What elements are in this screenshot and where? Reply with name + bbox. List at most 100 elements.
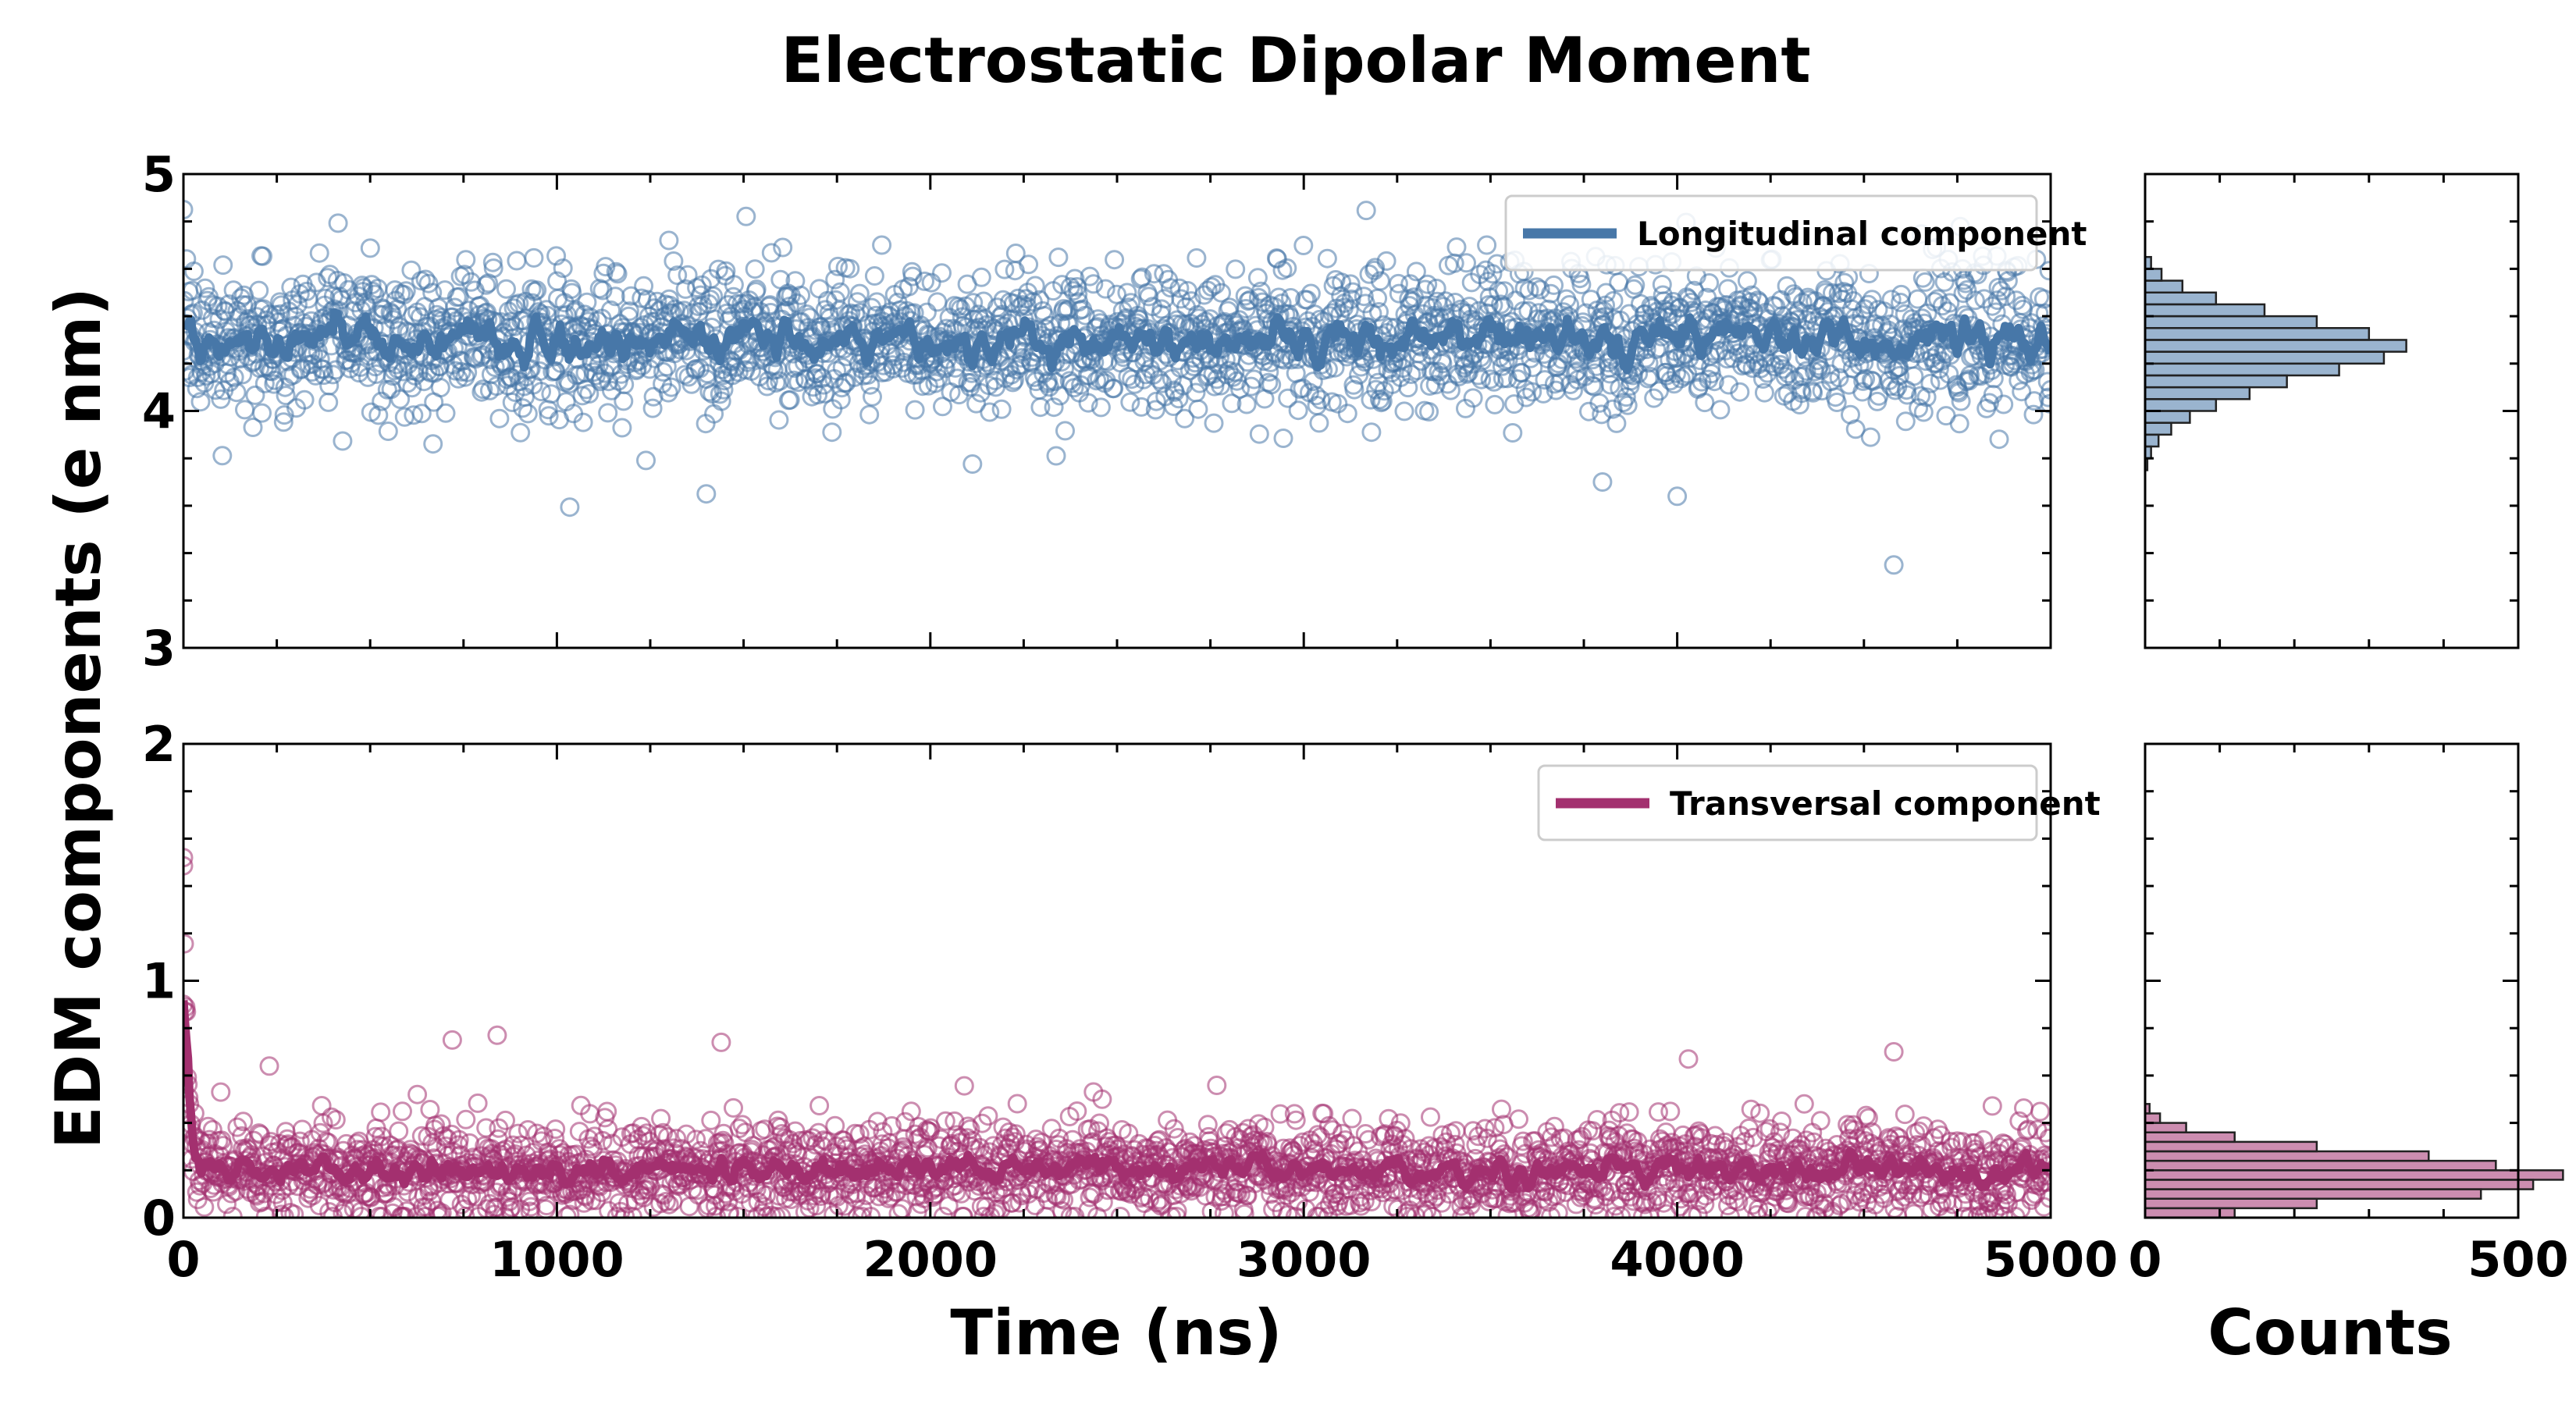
data-point	[935, 358, 955, 379]
data-point	[1341, 289, 1361, 309]
data-point	[1667, 363, 1686, 383]
data-point	[1251, 281, 1271, 301]
data-point	[1789, 395, 1809, 414]
data-point	[389, 1121, 409, 1141]
data-point	[980, 402, 1000, 422]
data-point	[407, 1084, 428, 1104]
data-point	[696, 484, 717, 504]
histogram-bar	[2144, 422, 2172, 436]
data-point	[1388, 273, 1408, 293]
histogram-bar	[2144, 350, 2386, 365]
data-point	[1606, 413, 1627, 433]
data-point	[860, 375, 881, 395]
data-point	[245, 385, 265, 405]
data-point	[597, 1101, 617, 1122]
data-point	[1019, 254, 1039, 275]
data-point	[1884, 555, 1904, 575]
data-point	[1343, 282, 1363, 302]
data-point	[404, 405, 424, 425]
data-point	[1187, 248, 1207, 268]
data-point	[483, 258, 503, 279]
data-point	[745, 259, 765, 279]
data-point	[711, 391, 731, 411]
data-point	[1222, 393, 1242, 414]
data-point	[653, 361, 673, 382]
data-point	[1544, 275, 1564, 295]
data-point	[539, 406, 559, 426]
data-point	[1354, 286, 1374, 307]
data-point	[661, 377, 681, 397]
data-point	[393, 1101, 412, 1122]
data-point	[1704, 372, 1724, 392]
data-point	[2012, 382, 2032, 402]
data-point	[468, 1093, 488, 1113]
data-point	[1951, 391, 1971, 411]
data-point	[183, 249, 197, 269]
data-point	[249, 280, 269, 301]
data-point	[1372, 391, 1393, 411]
data-point	[1463, 388, 1483, 408]
data-point	[262, 361, 282, 382]
data-point	[708, 259, 728, 279]
data-point	[456, 1109, 476, 1129]
y-tick-label: 3	[142, 620, 176, 677]
data-point	[273, 412, 294, 432]
data-point	[1145, 400, 1165, 420]
data-point	[1485, 394, 1505, 414]
data-point	[1136, 365, 1156, 385]
data-point	[701, 1110, 721, 1130]
data-point	[736, 206, 756, 226]
data-point	[418, 273, 439, 293]
histogram-bar	[2144, 433, 2160, 448]
data-point	[1803, 382, 1823, 403]
data-point	[1834, 272, 1855, 293]
data-point	[309, 243, 329, 263]
data-point	[647, 291, 667, 311]
data-point	[1340, 274, 1361, 294]
data-point	[396, 281, 416, 301]
data-point	[1667, 486, 1688, 507]
data-point	[1592, 472, 1613, 492]
data-point	[1509, 1109, 1528, 1129]
data-point	[1300, 283, 1321, 304]
hist-x-axis-label: Counts	[2208, 1297, 2452, 1369]
data-point	[1075, 305, 1095, 325]
data-point	[1949, 414, 1969, 434]
data-point	[1674, 366, 1695, 386]
data-point	[423, 434, 443, 454]
data-point	[1916, 387, 1937, 407]
data-point	[760, 303, 781, 322]
data-point	[224, 367, 244, 387]
data-point	[913, 376, 933, 397]
data-point	[1701, 357, 1720, 378]
data-point	[1273, 429, 1293, 448]
data-point	[1503, 423, 1523, 443]
data-point	[831, 378, 852, 398]
data-point	[1560, 295, 1580, 315]
chart-title: Electrostatic Dipolar Moment	[781, 24, 1810, 97]
data-point	[1484, 372, 1504, 392]
data-point	[991, 399, 1012, 419]
data-point	[1288, 400, 1308, 421]
data-point	[825, 269, 845, 290]
data-point	[360, 238, 380, 258]
data-point	[966, 393, 987, 414]
data-point	[577, 292, 597, 312]
data-point	[190, 392, 211, 412]
data-point	[607, 264, 628, 284]
data-point	[883, 358, 903, 379]
data-point	[2037, 372, 2051, 392]
data-point	[1201, 277, 1222, 297]
data-point	[916, 302, 937, 322]
data-point	[699, 382, 720, 402]
data-point	[1904, 1204, 1924, 1218]
data-point	[233, 365, 253, 385]
data-point	[183, 261, 204, 281]
data-point	[195, 278, 215, 298]
data-point	[1965, 290, 1985, 311]
data-point	[456, 250, 476, 270]
data-point	[1534, 344, 1554, 365]
data-point	[541, 384, 561, 404]
data-point	[1021, 353, 1041, 373]
data-point	[1471, 369, 1492, 389]
